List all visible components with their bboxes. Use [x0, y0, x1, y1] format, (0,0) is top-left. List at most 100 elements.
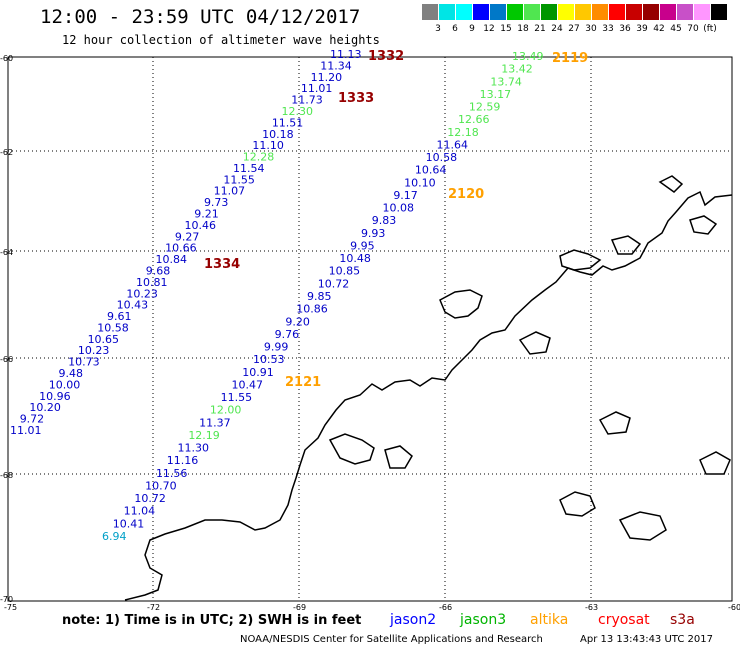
axis-labels: -60 -62 -64 -66 -68 -70-75 -72 -69 -66 -63 -60 [0, 54, 740, 610]
lat-label: -62 [0, 148, 13, 157]
graticule [8, 57, 732, 601]
swh-value: 11.54 [233, 162, 265, 175]
scale-label: 3 [435, 24, 441, 34]
swh-value: 9.21 [194, 208, 219, 221]
swh-value: 12.00 [210, 404, 242, 417]
scale-swatch [541, 4, 557, 20]
swh-value: 10.81 [136, 276, 168, 289]
swh-value: 13.42 [501, 63, 533, 76]
swh-value: 10.10 [404, 176, 436, 189]
scale-label: 6 [452, 24, 458, 34]
scale-label: 39 [636, 24, 648, 34]
swh-value: 10.08 [383, 202, 415, 215]
swh-value: 10.23 [78, 344, 110, 357]
scale-swatch [575, 4, 591, 20]
swh-value: 10.66 [165, 242, 197, 255]
swh-value: 9.93 [361, 227, 386, 240]
page-title: 12:00 - 23:59 UTC 04/12/2017 [40, 6, 361, 28]
scale-label: 45 [670, 24, 682, 34]
swh-value: 11.30 [178, 442, 210, 455]
lat-label: -64 [0, 248, 13, 257]
page-subtitle: 12 hour collection of altimeter wave hei… [62, 33, 380, 47]
swh-value: 10.47 [231, 378, 263, 391]
swh-value: 11.73 [291, 94, 323, 107]
scale-label: 21 [534, 24, 546, 34]
scale-swatch [626, 4, 642, 20]
swh-value: 9.17 [393, 189, 418, 202]
swh-value: 11.51 [272, 116, 304, 129]
swh-value: 10.65 [88, 333, 120, 346]
scale-label: (ft) [703, 24, 717, 34]
swh-value: 10.00 [49, 378, 81, 391]
swh-value: 10.53 [253, 353, 284, 366]
swh-value: 10.64 [415, 164, 447, 177]
swh-value: 12.19 [188, 429, 220, 442]
swh-value: 9.20 [285, 315, 310, 328]
swh-value: 11.16 [167, 454, 199, 467]
swh-value: 10.20 [29, 401, 61, 414]
scale-label: 33 [602, 24, 614, 34]
swh-value: 9.99 [264, 341, 289, 354]
swh-value: 11.13 [330, 48, 362, 61]
lat-label: -60 [0, 54, 13, 63]
swh-value: 10.23 [126, 287, 158, 300]
swh-value: 10.48 [339, 252, 371, 265]
swh-value: 10.73 [68, 356, 100, 369]
scale-label: 18 [517, 24, 529, 34]
scale-swatch [677, 4, 693, 20]
pass-number: 2120 [448, 187, 484, 202]
swh-value: 9.61 [107, 310, 132, 323]
swh-value: 10.96 [39, 390, 71, 403]
swh-value: 11.01 [10, 424, 42, 437]
legend-jason3: jason3 [460, 612, 507, 628]
footer-timestamp: Apr 13 13:43:43 UTC 2017 [580, 634, 713, 645]
swh-value: 13.49 [512, 50, 544, 63]
swh-value: 10.86 [296, 303, 328, 316]
swh-value: 10.41 [113, 517, 145, 530]
swh-value: 10.46 [185, 219, 217, 232]
pass-number: 2121 [285, 375, 321, 390]
scale-label: 15 [500, 24, 512, 34]
swh-value: 11.34 [320, 59, 352, 72]
scale-swatch [439, 4, 455, 20]
scale-swatch [711, 4, 727, 20]
pass-number: 1332 [368, 49, 404, 64]
swh-value: 10.85 [329, 265, 361, 278]
swh-value: 11.37 [199, 416, 231, 429]
swh-value: 13.74 [490, 75, 521, 88]
scale-swatch [592, 4, 608, 20]
swh-value: 9.95 [350, 239, 375, 252]
scale-swatch [609, 4, 625, 20]
scale-label: 24 [551, 24, 563, 34]
lon-label: -75 [4, 603, 17, 610]
swh-value: 10.43 [117, 299, 148, 312]
swh-value: 9.73 [204, 196, 229, 209]
swh-value: 10.18 [262, 128, 294, 141]
swh-value: 11.55 [221, 391, 253, 404]
scale-swatch [660, 4, 676, 20]
swh-value: 6.94 [102, 530, 127, 543]
lon-label: -60 [728, 603, 740, 610]
swh-value: 13.17 [480, 88, 512, 101]
swh-value: 9.83 [372, 214, 397, 227]
swh-value: 10.58 [97, 321, 129, 334]
swh-value: 9.27 [175, 230, 200, 243]
swh-value: 12.18 [447, 126, 479, 139]
swh-value: 10.70 [145, 479, 177, 492]
swh-value: 9.68 [146, 264, 171, 277]
scale-swatch [490, 4, 506, 20]
swh-value: 12.66 [458, 113, 490, 126]
scale-swatch [456, 4, 472, 20]
swh-value: 9.72 [20, 413, 44, 426]
swh-value: 11.04 [124, 505, 156, 518]
swh-value: 9.48 [58, 367, 83, 380]
scale-swatch [473, 4, 489, 20]
scale-label: 30 [585, 24, 597, 34]
lon-label: -66 [439, 603, 452, 610]
scale-label: 36 [619, 24, 631, 34]
swh-value: 11.10 [252, 139, 284, 152]
swh-value: 11.01 [301, 82, 333, 95]
lon-label: -72 [147, 603, 160, 610]
legend-s3a: s3a [670, 612, 695, 628]
swh-value: 12.28 [243, 151, 275, 164]
